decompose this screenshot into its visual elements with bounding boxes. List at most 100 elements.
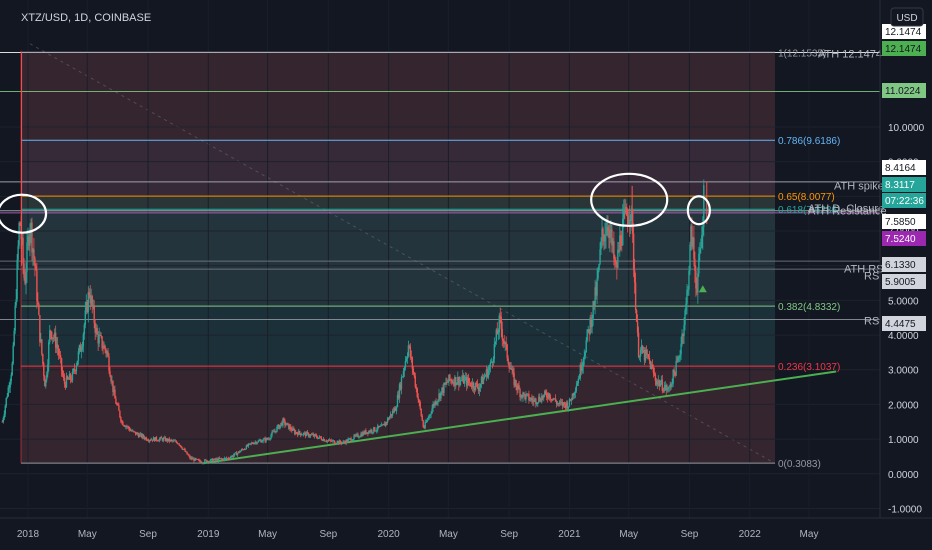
candle <box>491 361 494 363</box>
candle <box>599 249 601 264</box>
y-tick-label: -1.0000 <box>888 504 922 515</box>
candle <box>157 440 160 442</box>
fib-level-label: 0.236(3.1037) <box>778 362 840 373</box>
x-tick-label: May <box>619 529 638 540</box>
candle <box>451 380 453 383</box>
candle <box>374 427 376 432</box>
candle <box>299 433 302 436</box>
candle <box>638 356 641 358</box>
price-tag <box>882 231 926 246</box>
candle <box>282 418 284 426</box>
candle <box>42 354 44 364</box>
candle <box>610 229 612 233</box>
candle <box>644 349 647 361</box>
candle <box>538 396 540 403</box>
currency-label[interactable]: USD <box>896 13 917 24</box>
candle <box>457 377 459 383</box>
candle <box>295 432 297 434</box>
candle <box>113 389 115 392</box>
candle <box>658 380 661 387</box>
candle <box>191 457 193 460</box>
candle <box>384 422 387 426</box>
candle <box>526 393 528 395</box>
candle <box>434 401 436 406</box>
candle <box>343 441 345 443</box>
candle <box>36 270 38 301</box>
candle <box>444 383 446 385</box>
candle <box>223 457 226 461</box>
candle <box>559 401 562 403</box>
candle <box>30 222 32 230</box>
x-tick-label: 2019 <box>197 529 220 540</box>
x-tick-label: May <box>439 529 458 540</box>
candle <box>37 300 39 305</box>
candle <box>625 207 627 212</box>
candle <box>432 404 434 409</box>
candle <box>215 458 217 460</box>
candle <box>229 457 232 459</box>
candle <box>333 440 335 444</box>
candle <box>18 223 20 246</box>
candle <box>456 382 458 386</box>
candle <box>595 287 597 296</box>
candle <box>261 441 263 443</box>
candle <box>170 439 172 441</box>
candle <box>3 413 5 418</box>
candle <box>354 435 356 437</box>
candle <box>233 453 236 456</box>
candle <box>4 405 6 414</box>
price-tag-label: 6.1330 <box>885 260 916 271</box>
candle <box>194 458 196 461</box>
candle <box>202 462 204 464</box>
candle <box>509 367 511 369</box>
candle <box>672 369 674 384</box>
candle <box>316 437 319 439</box>
candle <box>91 296 93 307</box>
candle <box>377 425 379 430</box>
candle <box>103 345 105 349</box>
candle <box>414 376 416 387</box>
candle <box>260 440 262 443</box>
candle <box>105 349 107 354</box>
level-annotation: ATH 12.1474 <box>818 49 882 61</box>
candle <box>524 394 526 400</box>
candle <box>543 394 545 399</box>
price-tag-label: 12.1474 <box>885 44 922 55</box>
candle <box>122 421 124 426</box>
candle <box>222 458 225 461</box>
candle <box>179 445 181 446</box>
candle <box>184 449 186 452</box>
candle <box>375 430 377 432</box>
candle <box>675 360 677 376</box>
x-tick-label: 2018 <box>17 529 40 540</box>
candle <box>47 364 49 375</box>
candle <box>137 434 140 438</box>
fib-level-label: 0.382(4.8332) <box>778 302 840 313</box>
candle <box>8 387 10 389</box>
candle <box>285 424 287 426</box>
price-tag-label: 8.3117 <box>885 180 915 191</box>
candle <box>656 382 659 385</box>
candle <box>684 310 686 326</box>
candle <box>418 399 420 403</box>
candle <box>510 367 512 371</box>
candle <box>670 383 672 388</box>
candle <box>318 436 321 438</box>
candle <box>657 380 660 383</box>
candle <box>265 438 267 442</box>
candle <box>67 378 70 380</box>
candle <box>489 362 492 367</box>
candle <box>198 459 200 461</box>
candle <box>320 437 323 440</box>
candle <box>660 379 663 384</box>
candle <box>504 342 506 345</box>
candle <box>403 367 406 372</box>
candle <box>145 437 148 441</box>
candle <box>549 398 552 400</box>
candle <box>445 382 447 385</box>
candle <box>518 385 520 390</box>
candle <box>311 434 314 436</box>
candle <box>606 227 608 236</box>
candle <box>112 380 114 392</box>
candle <box>663 387 665 392</box>
